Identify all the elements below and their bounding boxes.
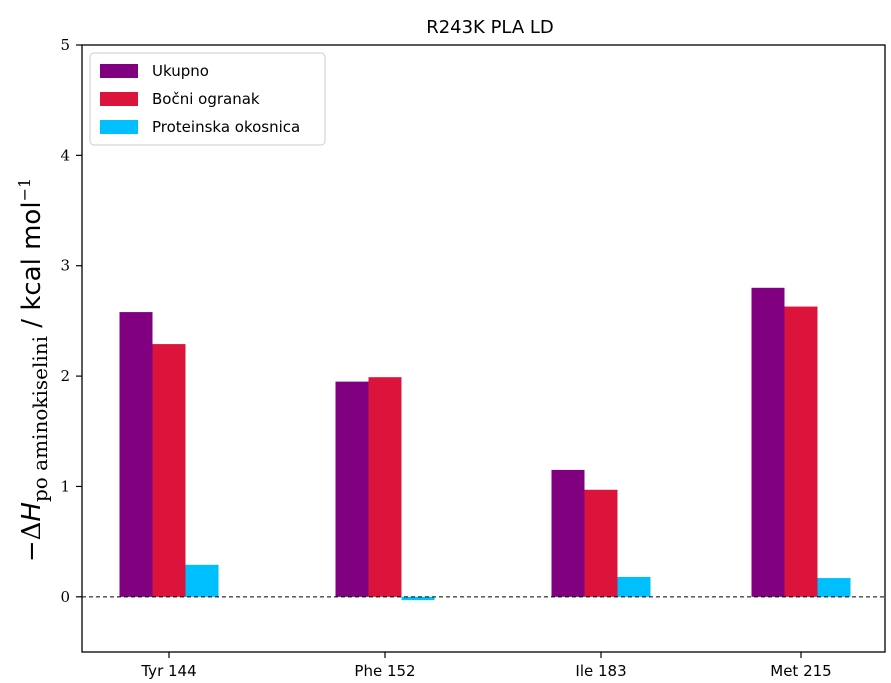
bar-met-215-series-2 — [784, 306, 818, 597]
y-axis-label: −ΔHpo aminokiselini / kcal mol−1 — [15, 178, 52, 562]
y-tick-label: 3 — [60, 257, 70, 275]
x-tick-label: Phe 152 — [354, 662, 415, 680]
legend-swatch — [100, 64, 138, 78]
svg-text:−ΔHpo aminokiselini / kcal mol: −ΔHpo aminokiselini / kcal mol−1 — [15, 178, 52, 562]
axes-layer: 0 1 2 3 4 5 Tyr 144 Phe 152 Ile 183 Met 215 — [60, 36, 886, 680]
y-axis-label-unit: / kcal mol — [17, 201, 47, 336]
bar-tyr-144-series-3 — [185, 564, 219, 597]
x-tick-label: Ile 183 — [575, 662, 626, 680]
plot-frame — [81, 44, 886, 653]
y-tick-label: 4 — [60, 146, 70, 164]
bar-met-215-series-3 — [817, 578, 851, 597]
bars-layer — [119, 287, 851, 601]
x-tick-label: Met 215 — [770, 662, 831, 680]
bar-phe-152-series-2 — [368, 377, 402, 597]
bar-tyr-144-series-2 — [152, 344, 186, 597]
y-tick-label: 0 — [60, 588, 70, 606]
bar-ile-183-series-2 — [584, 489, 618, 597]
bar-ile-183-series-1 — [551, 469, 585, 597]
y-axis-label-prefix: −Δ — [17, 522, 47, 563]
legend-label: Bočni ogranak — [152, 90, 260, 108]
y-tick-label: 1 — [60, 477, 70, 495]
chart-title: R243K PLA LD — [426, 17, 554, 38]
legend: Ukupno Bočni ogranak Proteinska okosnica — [89, 52, 326, 146]
y-axis-label-subscript: po aminokiselini — [28, 336, 52, 502]
bar-tyr-144-series-1 — [119, 312, 153, 597]
y-tick-label: 5 — [60, 36, 70, 54]
legend-label: Ukupno — [152, 62, 209, 80]
legend-label: Proteinska okosnica — [152, 118, 300, 136]
bar-ile-183-series-3 — [617, 576, 651, 597]
legend-swatch — [100, 120, 138, 134]
bar-met-215-series-1 — [751, 287, 785, 597]
bar-phe-152-series-3 — [401, 596, 435, 601]
y-axis-label-symbol: H — [17, 502, 47, 522]
y-tick-label: 2 — [60, 367, 70, 385]
x-tick-label: Tyr 144 — [140, 662, 196, 680]
y-axis-label-unit-sup: −1 — [15, 178, 34, 202]
bar-phe-152-series-1 — [335, 381, 369, 597]
legend-box — [89, 52, 326, 146]
legend-swatch — [100, 92, 138, 106]
